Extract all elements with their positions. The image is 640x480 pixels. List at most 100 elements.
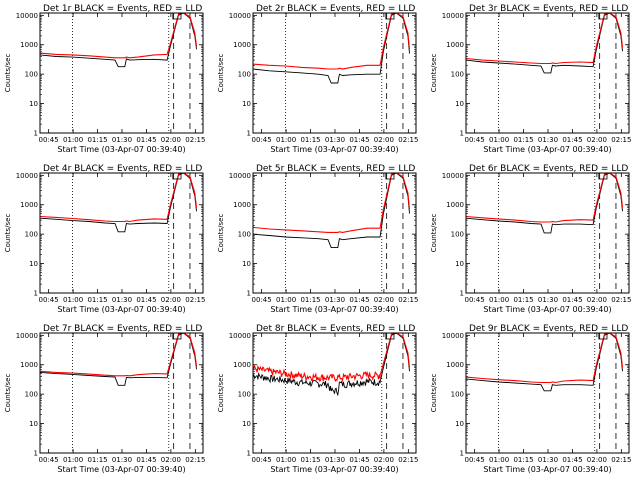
y-tick-label: 1 [34, 290, 38, 298]
panel-title: Det 6r BLACK = Events, RED = LLD [469, 164, 628, 174]
panel-det-7r: Det 7r BLACK = Events, RED = LLD Counts/s… [4, 324, 205, 474]
plot-frame [465, 172, 630, 294]
y-axis-label: Counts/sec [217, 54, 225, 93]
series-lld [466, 333, 624, 384]
plot-frame [252, 172, 417, 294]
y-axis-label: Counts/sec [430, 54, 438, 93]
y-tick-label: 100 [451, 71, 464, 79]
x-tick-label: 01:45 [349, 456, 369, 464]
x-tick-label: 01:00 [489, 456, 509, 464]
x-axis-label: Start Time (03-Apr-07 00:39:40) [483, 465, 611, 474]
x-tick-label: 01:45 [349, 296, 369, 304]
x-tick-label: 02:00 [374, 296, 394, 304]
panel-det-5r: Det 5r BLACK = Events, RED = LLD Counts/s… [217, 164, 418, 314]
y-tick-label: 100 [25, 231, 38, 239]
plot-frame [252, 332, 417, 454]
plot-frame [465, 12, 630, 134]
x-tick-label: 02:15 [185, 296, 205, 304]
x-tick-label: 02:00 [161, 136, 181, 144]
y-tick-label: 1 [247, 450, 251, 458]
y-tick-label: 1000 [20, 41, 38, 49]
x-tick-label: 01:00 [276, 296, 296, 304]
y-tick-label: 1 [247, 290, 251, 298]
panel-det-1r: Det 1r BLACK = Events, RED = LLD Counts/s… [4, 4, 205, 154]
peak-box-marker [385, 13, 395, 20]
x-tick-label: 01:45 [562, 136, 582, 144]
y-axis-label: Counts/sec [430, 214, 438, 253]
panel-det-3r: Det 3r BLACK = Events, RED = LLD Counts/s… [430, 4, 631, 154]
panel-det-8r: Det 8r BLACK = Events, RED = LLD Counts/s… [217, 324, 418, 474]
panel-det-6r: Det 6r BLACK = Events, RED = LLD Counts/s… [430, 164, 631, 314]
x-tick-label: 01:45 [562, 456, 582, 464]
y-axis-label: Counts/sec [217, 374, 225, 413]
x-tick-label: 02:00 [587, 456, 607, 464]
y-tick-label: 10000 [229, 332, 251, 340]
y-tick-label: 10 [455, 100, 464, 108]
x-tick-label: 02:15 [611, 456, 631, 464]
y-tick-label: 10000 [229, 172, 251, 180]
panel-title: Det 3r BLACK = Events, RED = LLD [469, 4, 628, 14]
x-tick-label: 01:15 [87, 456, 107, 464]
y-tick-label: 10 [29, 100, 38, 108]
series-lld [466, 173, 624, 223]
y-tick-label: 10 [242, 260, 251, 268]
series-events [466, 13, 623, 74]
y-tick-label: 1000 [446, 41, 464, 49]
y-tick-label: 10 [455, 260, 464, 268]
x-axis-label: Start Time (03-Apr-07 00:39:40) [270, 145, 398, 154]
x-tick-label: 01:15 [87, 296, 107, 304]
series-lld [253, 333, 411, 383]
y-tick-label: 1 [34, 450, 38, 458]
plot-frame [465, 332, 630, 454]
plot-area [466, 173, 624, 293]
x-tick-label: 01:30 [112, 296, 132, 304]
y-tick-label: 1000 [446, 201, 464, 209]
x-tick-label: 01:30 [325, 136, 345, 144]
x-tick-label: 01:00 [276, 456, 296, 464]
plot-frame [39, 172, 204, 294]
series-events [466, 173, 623, 234]
peak-box-marker [598, 173, 608, 180]
series-events [253, 13, 410, 84]
x-tick-label: 02:00 [161, 296, 181, 304]
y-tick-label: 100 [451, 231, 464, 239]
x-tick-label: 02:00 [374, 456, 394, 464]
x-tick-label: 02:15 [611, 296, 631, 304]
peak-box-marker [172, 333, 182, 340]
y-tick-label: 1 [460, 290, 464, 298]
y-tick-label: 1000 [233, 361, 251, 369]
x-tick-label: 00:45 [465, 136, 485, 144]
series-events [253, 333, 410, 397]
x-tick-label: 01:30 [538, 296, 558, 304]
panel-title: Det 9r BLACK = Events, RED = LLD [469, 324, 628, 334]
x-tick-label: 01:45 [349, 136, 369, 144]
plot-frame [252, 12, 417, 134]
x-tick-label: 01:15 [300, 136, 320, 144]
y-axis-label: Counts/sec [4, 374, 12, 413]
panel-title: Det 7r BLACK = Events, RED = LLD [43, 324, 202, 334]
y-tick-label: 10 [29, 260, 38, 268]
y-tick-label: 10 [455, 420, 464, 428]
y-axis-label: Counts/sec [4, 214, 12, 253]
x-tick-label: 02:00 [587, 296, 607, 304]
x-tick-label: 01:15 [87, 136, 107, 144]
y-axis-label: Counts/sec [217, 214, 225, 253]
x-tick-label: 01:45 [136, 296, 156, 304]
x-tick-label: 01:00 [63, 456, 83, 464]
y-tick-label: 10000 [16, 332, 38, 340]
y-tick-label: 1000 [20, 361, 38, 369]
x-axis-label: Start Time (03-Apr-07 00:39:40) [483, 305, 611, 314]
x-tick-label: 02:15 [398, 296, 418, 304]
y-tick-label: 10000 [442, 332, 464, 340]
x-tick-label: 01:45 [136, 456, 156, 464]
series-lld [40, 13, 198, 59]
y-axis-label: Counts/sec [430, 374, 438, 413]
x-tick-label: 01:30 [325, 456, 345, 464]
y-tick-label: 10000 [16, 12, 38, 20]
y-tick-label: 1 [460, 130, 464, 138]
y-tick-label: 10000 [16, 172, 38, 180]
x-tick-label: 01:00 [489, 296, 509, 304]
peak-box-marker [385, 333, 395, 340]
x-axis-label: Start Time (03-Apr-07 00:39:40) [57, 305, 185, 314]
